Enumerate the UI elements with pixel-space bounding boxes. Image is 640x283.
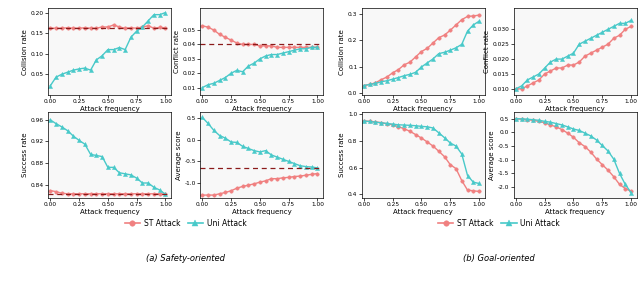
X-axis label: Attack frequency: Attack frequency [394,106,453,112]
X-axis label: Attack frequency: Attack frequency [232,106,291,112]
X-axis label: Attack frequency: Attack frequency [232,209,291,215]
Y-axis label: Success rate: Success rate [339,133,346,177]
Legend: ST Attack, Uni Attack: ST Attack, Uni Attack [125,219,246,228]
X-axis label: Attack frequency: Attack frequency [545,106,605,112]
Y-axis label: Average score: Average score [175,130,182,180]
Text: (a) Safety-oriented: (a) Safety-oriented [146,254,225,263]
X-axis label: Attack frequency: Attack frequency [545,209,605,215]
Legend: ST Attack, Uni Attack: ST Attack, Uni Attack [438,219,560,228]
Text: (b) Goal-oriented: (b) Goal-oriented [463,254,535,263]
Y-axis label: Average score: Average score [489,130,495,180]
X-axis label: Attack frequency: Attack frequency [394,209,453,215]
X-axis label: Attack frequency: Attack frequency [80,106,140,112]
X-axis label: Attack frequency: Attack frequency [80,209,140,215]
Y-axis label: Conflict rate: Conflict rate [174,30,180,73]
Y-axis label: Collision rate: Collision rate [22,29,28,74]
Y-axis label: Conflict rate: Conflict rate [484,30,490,73]
Y-axis label: Success rate: Success rate [22,133,28,177]
Y-axis label: Collision rate: Collision rate [339,29,346,74]
